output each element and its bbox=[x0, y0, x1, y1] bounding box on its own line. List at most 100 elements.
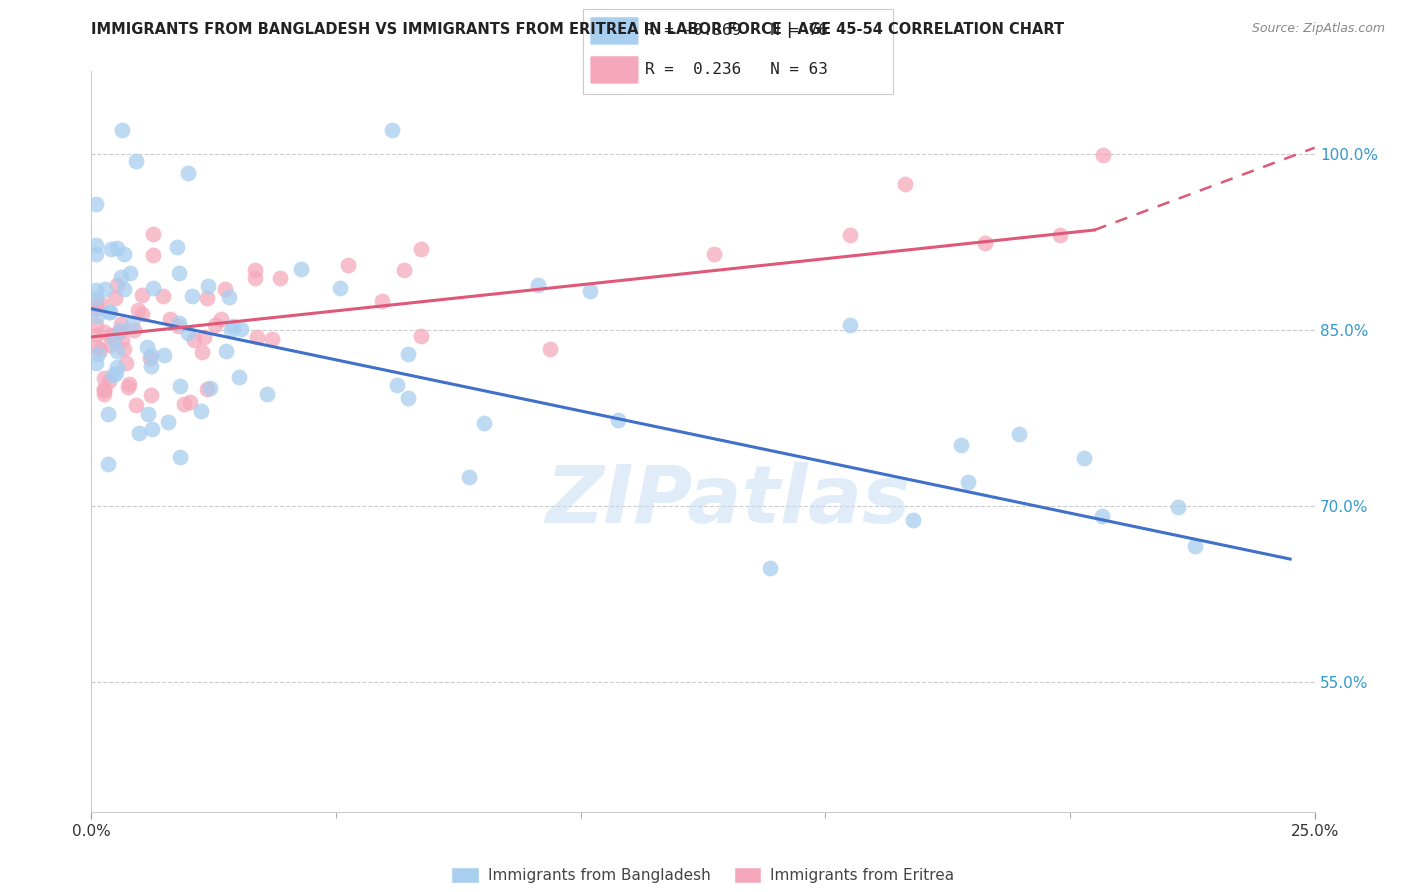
Point bbox=[458, 470, 481, 484]
Point bbox=[336, 258, 359, 272]
Point bbox=[87, 347, 110, 361]
Point bbox=[396, 391, 419, 405]
Point bbox=[84, 301, 107, 316]
Point bbox=[100, 327, 122, 342]
Point bbox=[115, 356, 138, 370]
Point bbox=[112, 282, 135, 296]
Point bbox=[190, 403, 212, 417]
Point bbox=[117, 380, 139, 394]
Point bbox=[290, 261, 312, 276]
Point bbox=[839, 228, 862, 243]
Point bbox=[93, 382, 115, 396]
Point bbox=[1167, 500, 1189, 515]
Point bbox=[111, 123, 134, 137]
Point bbox=[394, 262, 416, 277]
Point bbox=[1184, 539, 1206, 553]
Point bbox=[112, 247, 135, 261]
Point bbox=[1091, 508, 1114, 523]
Point bbox=[152, 289, 174, 303]
Text: Source: ZipAtlas.com: Source: ZipAtlas.com bbox=[1251, 22, 1385, 36]
Point bbox=[703, 247, 725, 261]
Point bbox=[136, 340, 159, 354]
Point bbox=[221, 323, 243, 337]
Point bbox=[387, 377, 409, 392]
Point bbox=[246, 330, 269, 344]
Point bbox=[903, 513, 925, 527]
Point bbox=[98, 338, 121, 352]
Point bbox=[136, 408, 159, 422]
Point bbox=[193, 330, 215, 344]
Point bbox=[93, 371, 115, 385]
Point bbox=[169, 450, 191, 464]
Point bbox=[396, 347, 419, 361]
Point bbox=[370, 294, 392, 309]
Point bbox=[84, 284, 107, 298]
Point bbox=[110, 317, 132, 331]
Point bbox=[93, 383, 115, 397]
Point bbox=[179, 394, 201, 409]
Point bbox=[198, 381, 221, 395]
Text: IMMIGRANTS FROM BANGLADESH VS IMMIGRANTS FROM ERITREA IN LABOR FORCE | AGE 45-54: IMMIGRANTS FROM BANGLADESH VS IMMIGRANTS… bbox=[91, 22, 1064, 38]
Point bbox=[131, 288, 153, 302]
Point bbox=[380, 123, 402, 137]
Point bbox=[110, 270, 132, 285]
Point bbox=[409, 243, 432, 257]
Point bbox=[111, 334, 134, 348]
Point bbox=[214, 282, 236, 296]
Point bbox=[142, 281, 165, 295]
Point bbox=[100, 242, 122, 256]
Point bbox=[243, 263, 266, 277]
Point bbox=[98, 305, 121, 319]
Point bbox=[97, 407, 120, 421]
Point bbox=[159, 311, 181, 326]
Point bbox=[84, 297, 107, 311]
Legend: Immigrants from Bangladesh, Immigrants from Eritrea: Immigrants from Bangladesh, Immigrants f… bbox=[446, 861, 960, 889]
Point bbox=[893, 177, 915, 191]
Point bbox=[538, 342, 561, 356]
Point bbox=[112, 342, 135, 356]
Point bbox=[1092, 148, 1115, 162]
Point bbox=[579, 284, 602, 298]
FancyBboxPatch shape bbox=[589, 55, 640, 85]
Point bbox=[409, 328, 432, 343]
Point bbox=[758, 561, 780, 575]
Point bbox=[127, 303, 149, 318]
Point bbox=[93, 282, 115, 296]
Point bbox=[89, 343, 111, 357]
Point bbox=[108, 325, 131, 339]
Point bbox=[195, 382, 218, 396]
Point bbox=[177, 326, 200, 340]
Point bbox=[245, 271, 267, 285]
Point bbox=[105, 277, 128, 292]
Point bbox=[139, 388, 162, 402]
Point bbox=[107, 241, 129, 255]
Point bbox=[84, 328, 107, 343]
Point bbox=[1073, 450, 1095, 465]
Point bbox=[166, 239, 188, 253]
Point bbox=[838, 318, 860, 333]
Point bbox=[472, 416, 495, 430]
Point bbox=[183, 334, 205, 348]
Point bbox=[108, 323, 131, 337]
Point bbox=[128, 426, 150, 441]
Point bbox=[139, 351, 162, 366]
Point bbox=[93, 325, 115, 339]
Point bbox=[122, 322, 145, 336]
Point bbox=[90, 296, 112, 310]
Point bbox=[125, 154, 148, 169]
Point bbox=[197, 278, 219, 293]
Point bbox=[103, 333, 125, 347]
Point bbox=[84, 196, 107, 211]
Point bbox=[142, 248, 165, 262]
Point bbox=[167, 319, 190, 334]
Point bbox=[131, 307, 153, 321]
Point bbox=[84, 238, 107, 252]
Point bbox=[269, 271, 291, 285]
Point bbox=[956, 475, 979, 489]
Point bbox=[118, 377, 141, 392]
Point bbox=[606, 413, 628, 427]
Point bbox=[156, 415, 179, 429]
Point bbox=[139, 348, 162, 362]
Point bbox=[177, 166, 200, 180]
Point bbox=[329, 280, 352, 294]
